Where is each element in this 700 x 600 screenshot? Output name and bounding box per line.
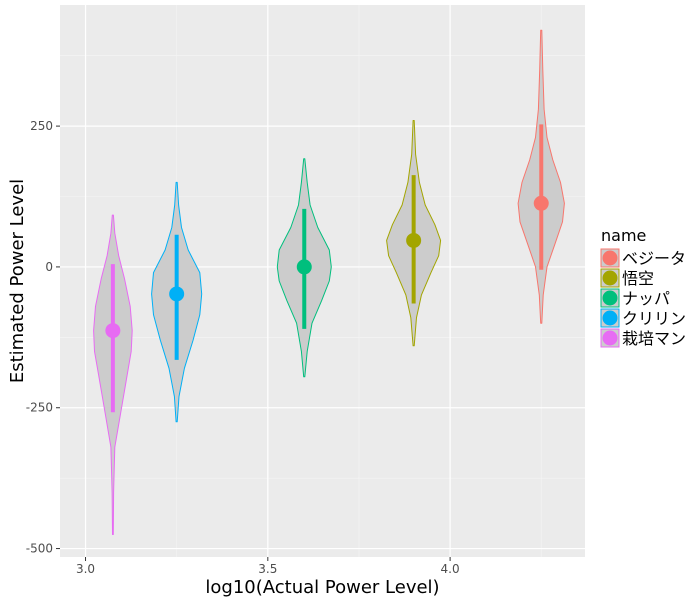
legend-key-point bbox=[602, 290, 618, 306]
legend-label: ベジータ bbox=[622, 249, 686, 268]
legend-label: クリリン bbox=[622, 309, 686, 328]
mean-point bbox=[296, 259, 312, 275]
y-tick-label: 250 bbox=[30, 119, 53, 133]
x-tick-label: 3.5 bbox=[258, 562, 277, 576]
y-axis-title: Estimated Power Level bbox=[7, 179, 28, 383]
violin-group bbox=[93, 214, 133, 535]
legend-title: name bbox=[601, 226, 646, 245]
violin-group bbox=[276, 158, 332, 378]
legend-label: ナッパ bbox=[622, 289, 670, 308]
y-tick-label: -500 bbox=[26, 542, 53, 556]
violin-group bbox=[386, 120, 442, 347]
x-tick-label: 3.0 bbox=[76, 562, 95, 576]
x-tick-label: 4.0 bbox=[441, 562, 460, 576]
legend-key-point bbox=[602, 330, 618, 346]
x-axis-title: log10(Actual Power Level) bbox=[205, 577, 439, 598]
mean-point bbox=[105, 323, 121, 339]
legend-key-point bbox=[602, 310, 618, 326]
legend-item: 栽培マン bbox=[600, 328, 686, 348]
y-tick-label: -250 bbox=[26, 401, 53, 415]
legend-label: 栽培マン bbox=[622, 329, 686, 348]
legend-key-point bbox=[602, 250, 618, 266]
legend-key-point bbox=[602, 270, 618, 286]
y-tick-label: 0 bbox=[45, 260, 53, 274]
legend-item: ナッパ bbox=[600, 288, 670, 308]
legend-item: ベジータ bbox=[600, 248, 686, 268]
legend-item: 悟空 bbox=[600, 268, 654, 288]
violin-group bbox=[517, 29, 565, 324]
legend-label: 悟空 bbox=[622, 269, 654, 288]
mean-point bbox=[169, 286, 185, 302]
violin-group bbox=[151, 181, 203, 423]
mean-point bbox=[533, 195, 549, 211]
axes: -500 -250 0 250 3.0 3.5 4.0 bbox=[26, 119, 460, 576]
mean-point bbox=[406, 232, 422, 248]
violins bbox=[93, 29, 565, 535]
legend-item: クリリン bbox=[600, 308, 686, 328]
